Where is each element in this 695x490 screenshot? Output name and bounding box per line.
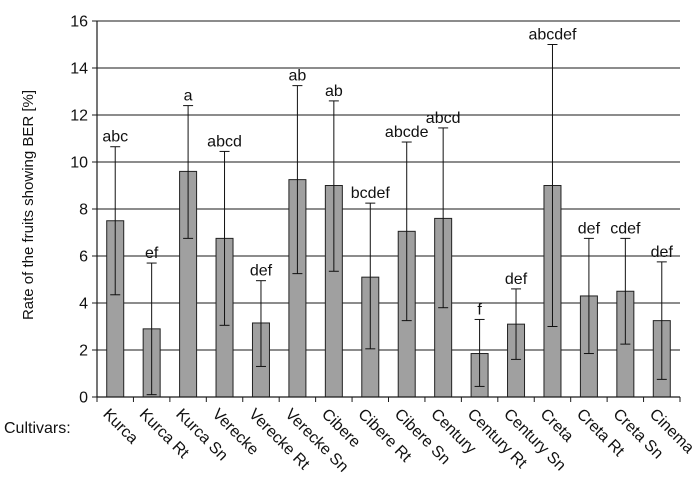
significance-letter: cdef	[610, 220, 641, 237]
significance-letters: abcefaabcddefababbcdefabcdeabcdfdefabcde…	[102, 27, 673, 319]
significance-letter: abcd	[207, 133, 242, 150]
significance-letter: def	[505, 271, 528, 288]
y-tick-label: 2	[79, 343, 88, 360]
significance-letter: abc	[102, 129, 128, 146]
significance-letter: bcdef	[351, 185, 391, 202]
axes	[92, 20, 681, 402]
significance-letter: def	[578, 220, 601, 237]
significance-letter: f	[477, 301, 482, 318]
significance-letter: abcde	[385, 124, 429, 141]
y-tick-label: 0	[79, 390, 88, 407]
error-bars	[110, 44, 667, 396]
significance-letter: ab	[289, 68, 307, 85]
significance-letter: abcd	[426, 110, 461, 127]
significance-letter: a	[184, 88, 193, 105]
y-tick-label: 10	[70, 155, 88, 172]
y-tick-label: 8	[79, 202, 88, 219]
bars	[106, 170, 671, 398]
significance-letter: def	[651, 244, 674, 261]
y-tick-label: 4	[79, 296, 88, 313]
y-tick-labels: 0 2 4 6 8 10 12 14 16	[70, 14, 88, 407]
significance-letter: ef	[145, 245, 159, 262]
y-tick-label: 12	[70, 108, 88, 125]
y-axis-label: Rate of the fruits showing BER [%]	[20, 90, 37, 320]
y-tick-label: 6	[79, 249, 88, 266]
y-tick-label: 14	[70, 61, 88, 78]
significance-letter: def	[250, 263, 273, 280]
significance-letter: ab	[325, 83, 343, 100]
x-axis-label: Cultivars:	[4, 420, 71, 437]
significance-letter: abcdef	[528, 27, 577, 44]
y-tick-label: 16	[70, 14, 88, 31]
x-tick-label: Kurca	[99, 406, 141, 448]
